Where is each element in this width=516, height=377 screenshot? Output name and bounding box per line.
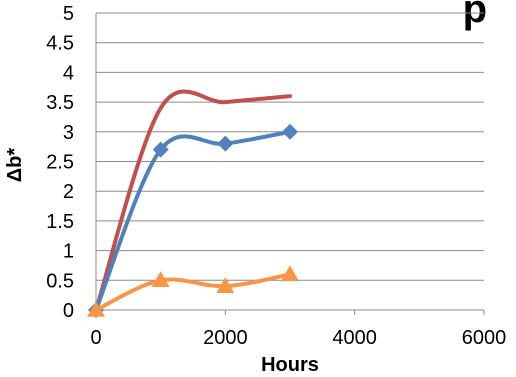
- data-point-diamond: [282, 123, 298, 140]
- data-point-triangle: [151, 271, 170, 288]
- y-tick-label: 4.5: [46, 33, 74, 55]
- y-axis-label: Δb*: [4, 148, 26, 183]
- y-tick-label: 2.5: [46, 152, 74, 174]
- y-tick-label: 3: [63, 122, 74, 144]
- data-series: [87, 89, 299, 318]
- x-tick-labels: 0 2000 4000 6000: [90, 310, 506, 349]
- x-tick-label: 2000: [203, 327, 248, 349]
- x-tick-label: 6000: [462, 327, 507, 349]
- y-tick-label: 0.5: [46, 270, 74, 292]
- y-tick-label: 0: [63, 300, 74, 322]
- y-tick-label: 4: [63, 62, 74, 84]
- y-tick-label: 1.5: [46, 211, 74, 233]
- data-point-diamond: [152, 141, 169, 158]
- y-tick-label: 3.5: [46, 92, 74, 114]
- y-tick-label: 5: [63, 3, 74, 25]
- y-tick-label: 2: [63, 181, 74, 203]
- data-point-triangle: [87, 301, 105, 317]
- y-tick-label: 1: [63, 241, 74, 263]
- data-point-diamond: [217, 135, 234, 152]
- data-point-triangle: [216, 277, 235, 293]
- data-point-triangle: [281, 265, 299, 282]
- x-axis-label: Hours: [261, 354, 319, 376]
- x-tick-label: 4000: [332, 327, 377, 349]
- x-tick-label: 0: [90, 327, 101, 349]
- y-tick-labels: 0 0.5 1 1.5 2 2.5 3 3.5 4 4.5 5: [46, 3, 74, 322]
- series-line-3: [94, 272, 292, 312]
- series-line-1: [94, 89, 292, 312]
- chart-title-fragment: p: [463, 0, 487, 31]
- series-line-2: [94, 129, 292, 312]
